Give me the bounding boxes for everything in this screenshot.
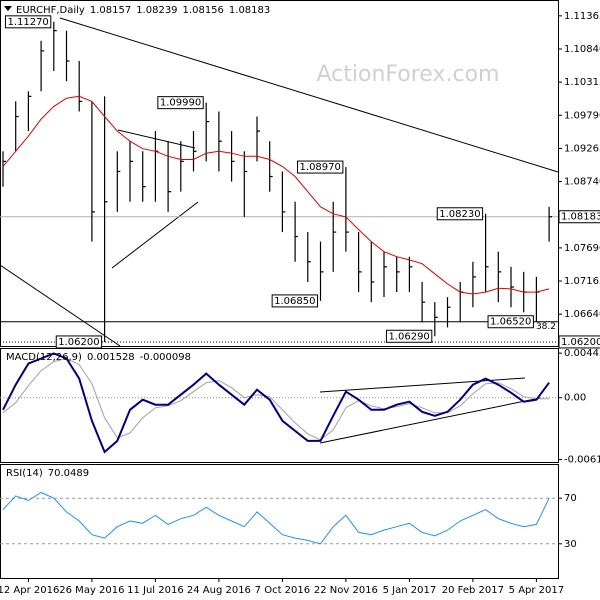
header-value: 0.001528 (87, 352, 135, 363)
trend-line (0, 264, 121, 347)
y-tick-label: 1.09265 (564, 143, 600, 154)
y-tick-label: 1.10315 (564, 77, 600, 88)
trend-line (117, 129, 196, 149)
trend-line (319, 397, 541, 444)
x-tick-label: 12 Apr 2016 (0, 585, 59, 596)
y-tick-label: 70 (564, 493, 577, 504)
header-value: 1.08239 (136, 5, 177, 16)
moving-average (2, 95, 550, 295)
level-label: 1.06200 (58, 337, 99, 348)
axis-price-box (558, 210, 600, 224)
level-box (385, 329, 433, 343)
x-tick-label: 24 Aug 2016 (187, 585, 251, 596)
x-tick-label: 5 Apr 2017 (509, 585, 564, 596)
y-tick-label: 1.09790 (564, 110, 600, 121)
header-value: 1.08183 (229, 5, 270, 16)
level-label: 1.06290 (388, 331, 429, 342)
panel-title: RSI(14) (6, 468, 43, 479)
panel-title: MACD(12,26,9) (6, 352, 82, 363)
header-value: -0.000098 (140, 352, 191, 363)
y-tick-label: 0.004435 (564, 348, 600, 359)
level-box (271, 294, 318, 308)
axis-price-label: 1.08183 (561, 212, 600, 223)
x-tick-label: 22 Nov 2016 (314, 585, 378, 596)
watermark: ActionForex.com (317, 62, 500, 87)
level-label: 1.09990 (160, 98, 201, 109)
x-tick-label: 20 Feb 2017 (442, 585, 504, 596)
macd-line (2, 352, 550, 454)
level-label: 1.06850 (274, 296, 315, 307)
header-value: 1.08157 (90, 5, 131, 16)
level-box (297, 160, 344, 174)
level-label: 1.06520 (490, 317, 531, 328)
header-value: 1.08156 (183, 5, 224, 16)
header-value: 70.0489 (48, 468, 89, 479)
level-label: 1.08230 (439, 209, 480, 220)
level-box (55, 335, 103, 349)
y-tick-label: 0.00 (564, 393, 586, 404)
trend-line (111, 201, 199, 269)
y-tick-label: 1.08740 (564, 177, 600, 188)
x-tick-label: 11 Jul 2016 (127, 585, 184, 596)
rsi-panel (0, 464, 559, 579)
y-tick-label: 1.06640 (564, 309, 600, 320)
level-label: 1.08970 (300, 162, 341, 173)
header-arrow (4, 6, 12, 11)
x-tick-label: 5 Jan 2017 (383, 585, 437, 596)
level-box (4, 15, 52, 29)
panel-title: EURCHF,Daily (16, 5, 85, 16)
y-tick-label: 1.07690 (564, 243, 600, 254)
axis-price-box (558, 335, 600, 349)
signal-line (2, 357, 550, 441)
y-tick-label: 30 (564, 539, 577, 550)
fib-label: 38.2 (536, 322, 556, 332)
level-box (436, 207, 484, 221)
x-tick-label: 7 Oct 2016 (255, 585, 310, 596)
axis-price-label: 1.06200 (561, 337, 600, 348)
y-tick-label: 1.10840 (564, 44, 600, 55)
x-tick-label: 26 May 2016 (59, 585, 124, 596)
macd-panel (0, 348, 559, 463)
level-label: 1.11270 (7, 17, 48, 28)
y-tick-label: -0.006156 (564, 455, 600, 466)
y-tick-label: 1.11365 (564, 11, 600, 22)
level-box (487, 315, 534, 329)
y-tick-label: 1.07165 (564, 276, 600, 287)
trend-line (59, 17, 559, 173)
rsi-line (2, 491, 550, 545)
level-box (157, 96, 204, 110)
price-panel (0, 0, 559, 347)
